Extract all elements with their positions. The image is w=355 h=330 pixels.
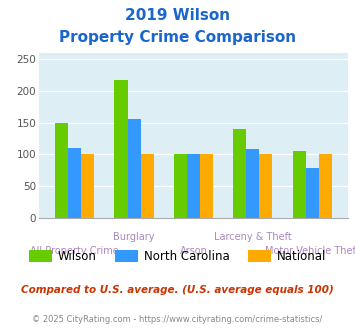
Bar [141,154,154,218]
Bar [200,154,213,218]
Bar [187,154,200,218]
Bar [233,129,246,218]
Bar [319,154,332,218]
Text: Larceny & Theft: Larceny & Theft [214,232,292,242]
Bar [114,80,127,218]
Text: Burglary: Burglary [113,232,155,242]
Bar [81,154,94,218]
Text: 2019 Wilson: 2019 Wilson [125,8,230,23]
Bar [127,119,141,218]
Text: Arson: Arson [180,246,207,255]
Bar [68,148,81,218]
Bar [174,154,187,218]
Text: All Property Crime: All Property Crime [30,246,119,255]
Bar [260,154,273,218]
Legend: Wilson, North Carolina, National: Wilson, North Carolina, National [24,245,331,268]
Bar [293,150,306,218]
Bar [306,168,319,218]
Text: Motor Vehicle Theft: Motor Vehicle Theft [265,246,355,255]
Text: © 2025 CityRating.com - https://www.cityrating.com/crime-statistics/: © 2025 CityRating.com - https://www.city… [32,315,323,324]
Text: Property Crime Comparison: Property Crime Comparison [59,30,296,45]
Text: Compared to U.S. average. (U.S. average equals 100): Compared to U.S. average. (U.S. average … [21,285,334,295]
Bar [246,149,260,218]
Bar [55,123,68,218]
